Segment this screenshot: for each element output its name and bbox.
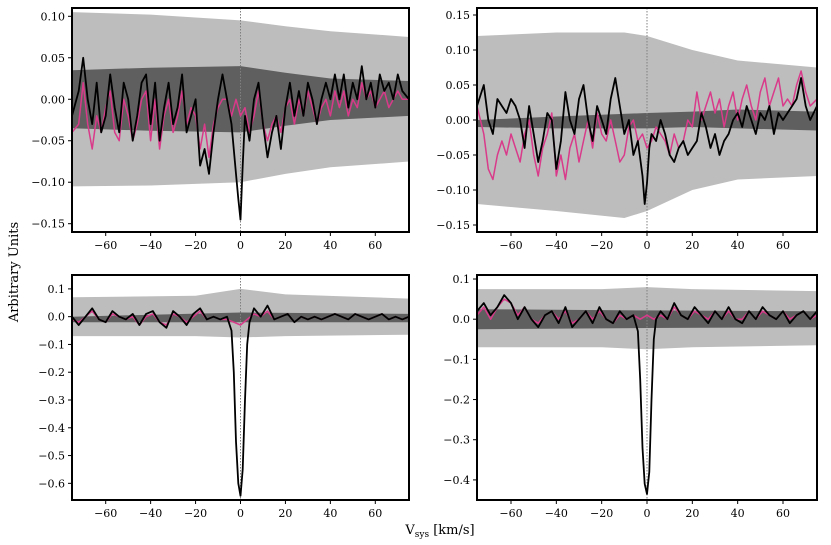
y-tick-label: −0.3: [443, 434, 470, 447]
x-tick-label: 60: [776, 239, 790, 252]
y-tick-label: 0.0: [48, 311, 66, 324]
x-tick-label: 0: [644, 507, 651, 520]
plot-area: [72, 275, 409, 500]
x-tick-label: 40: [731, 507, 745, 520]
y-tick-label: −0.2: [38, 366, 65, 379]
x-axis-label: Vsys [km/s]: [404, 523, 474, 540]
y-tick-label: 0.10: [446, 44, 471, 57]
y-tick-label: −0.15: [436, 219, 470, 232]
x-axis-label-main: V: [404, 523, 415, 538]
x-tick-label: −60: [499, 239, 522, 252]
series-line-black: [72, 56, 409, 221]
x-tick-label: −60: [94, 239, 117, 252]
x-tick-label: −40: [545, 239, 568, 252]
y-tick-label: −0.3: [38, 394, 65, 407]
x-tick-label: −20: [590, 507, 613, 520]
series-line-black: [477, 294, 817, 495]
y-tick-label: −0.5: [38, 450, 65, 463]
y-tick-label: 0.00: [446, 114, 471, 127]
y-tick-label: 0.1: [48, 283, 66, 296]
y-tick-label: −0.4: [443, 474, 470, 487]
y-tick-label: −0.15: [31, 218, 65, 231]
plot-area: [72, 8, 409, 232]
x-tick-label: 60: [368, 507, 382, 520]
x-tick-label: 40: [323, 239, 337, 252]
plot-area: [477, 8, 817, 232]
y-tick-label: 0.05: [446, 79, 471, 92]
x-tick-label: 20: [685, 507, 699, 520]
x-tick-label: −40: [545, 507, 568, 520]
y-tick-label: 0.00: [41, 93, 66, 106]
y-tick-label: −0.4: [38, 422, 65, 435]
y-tick-label: 0.0: [453, 313, 471, 326]
y-axis-label: Arbitrary Units: [7, 222, 22, 323]
x-tick-label: −20: [184, 239, 207, 252]
x-tick-label: 40: [323, 507, 337, 520]
panel-bottom-left: −60 −40 −20 0 20 40 60 −0.6 −0.5 −0.4 −0.3 −0.2 −0.1…: [38, 274, 410, 520]
series-line-black: [477, 77, 817, 205]
x-axis-label-unit: [km/s]: [429, 523, 475, 538]
y-tick-label: −0.10: [436, 184, 470, 197]
series-line-pink: [477, 70, 817, 181]
y-tick-label: −0.05: [436, 149, 470, 162]
y-tick-label: 0.05: [41, 52, 66, 65]
x-tick-label: 60: [776, 507, 790, 520]
y-tick-label: −0.6: [38, 477, 65, 490]
x-tick-label: −40: [139, 507, 162, 520]
y-tick-label: −0.05: [31, 135, 65, 148]
x-tick-label: 20: [278, 239, 292, 252]
x-tick-label: 40: [731, 239, 745, 252]
x-tick-label: 0: [237, 239, 244, 252]
plot-area: [477, 275, 817, 500]
panels: −60 −40 −20 0 20 40 60−0.15−0.10−0.050.000.050…: [31, 7, 818, 520]
x-tick-label: −60: [94, 507, 117, 520]
panel-bottom-right: −60 −40 −20 0 20 40 60 −0.4 −0.3 −0.2 −0.1 0.0 0.1: [443, 273, 818, 520]
series-line-black: [72, 304, 409, 497]
x-tick-label: 60: [368, 239, 382, 252]
x-tick-label: 0: [644, 239, 651, 252]
x-tick-label: 20: [278, 507, 292, 520]
x-tick-label: −20: [590, 239, 613, 252]
y-tick-label: −0.10: [31, 176, 65, 189]
x-tick-label: 20: [685, 239, 699, 252]
series-line-pink: [72, 81, 409, 159]
y-tick-label: 0.15: [446, 9, 471, 22]
y-tick-label: −0.1: [38, 338, 65, 351]
panel-top-right: −60 −40 −20 0 20 40 60 −0.15 −0.10 −0.05 0.00 0.05 0…: [436, 7, 818, 252]
panel-top-left: −60 −40 −20 0 20 40 60 −0.15 −0.10 −0.05 0.00 0.05 0…: [31, 7, 410, 252]
y-tick-label: 0.10: [41, 10, 66, 23]
x-axis-label-sub: sys: [415, 530, 430, 540]
y-tick-label: 0.1: [453, 273, 471, 286]
y-tick-label: −0.1: [443, 353, 470, 366]
x-tick-label: −20: [184, 507, 207, 520]
x-tick-label: 0: [237, 507, 244, 520]
x-tick-label: −40: [139, 239, 162, 252]
y-tick-label: −0.2: [443, 394, 470, 407]
x-tick-label: −60: [499, 507, 522, 520]
